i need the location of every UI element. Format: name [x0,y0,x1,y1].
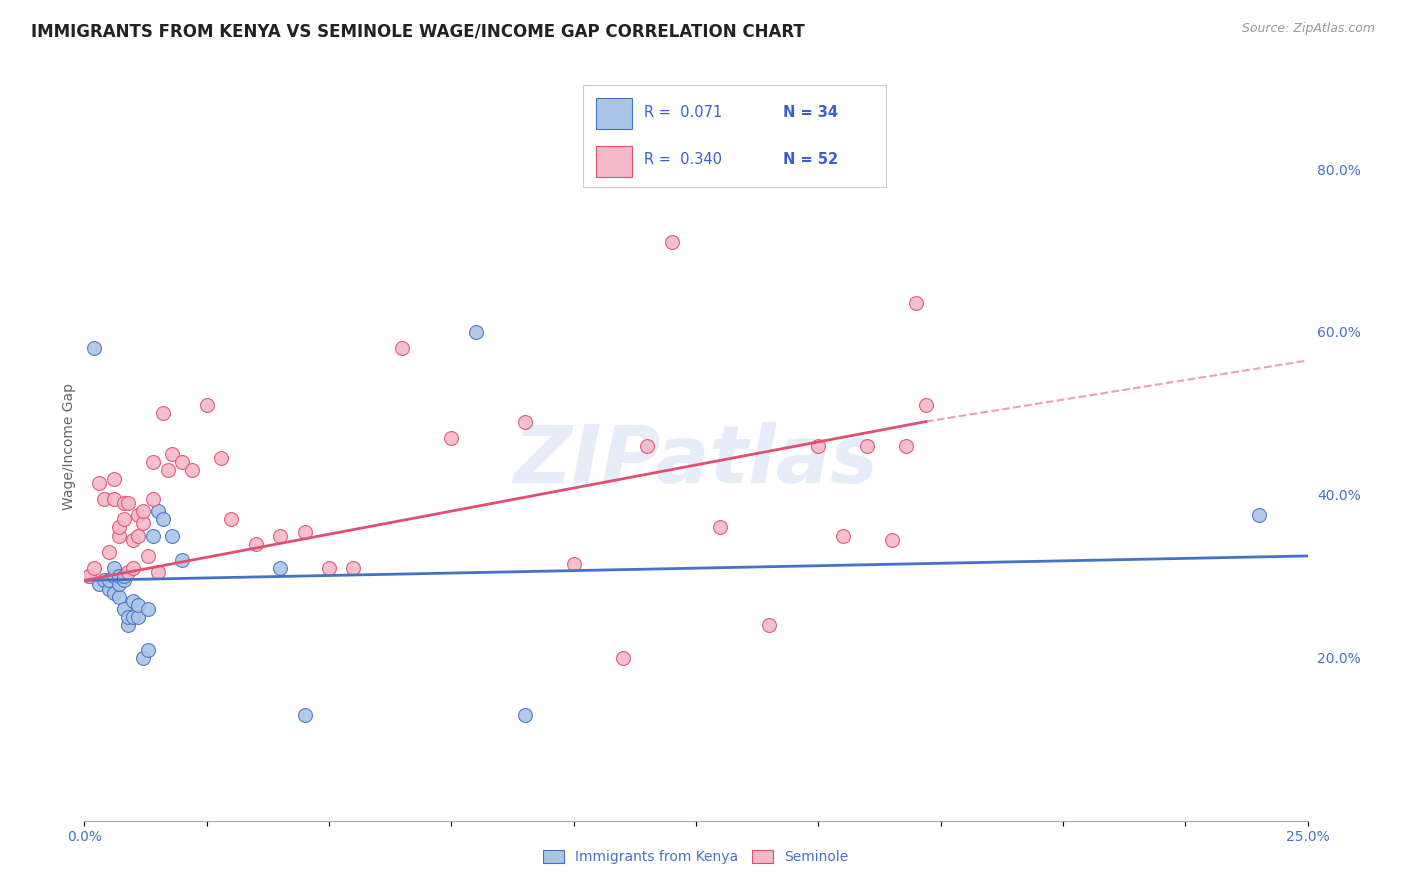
Point [807,439,830,453]
Point [97,574,120,588]
Point [136,549,159,563]
Point [117,566,139,580]
Point [122,561,145,575]
Point [97,545,120,559]
Point [709,520,731,534]
Point [181,463,204,477]
Point [146,566,169,580]
Point [896,439,918,453]
Point [107,520,129,534]
Point [127,528,149,542]
Point [156,463,179,477]
Point [269,528,291,542]
Point [391,341,413,355]
Point [142,491,165,506]
Point [146,504,169,518]
Point [132,516,155,531]
Point [87,577,110,591]
Point [93,574,115,588]
Point [112,602,135,616]
Point [152,512,174,526]
Point [294,707,316,722]
Point [77,569,100,583]
Point [97,582,120,596]
Point [162,447,184,461]
Point [294,524,316,539]
Text: IMMIGRANTS FROM KENYA VS SEMINOLE WAGE/INCOME GAP CORRELATION CHART: IMMIGRANTS FROM KENYA VS SEMINOLE WAGE/I… [31,22,804,40]
Point [513,707,536,722]
Point [122,533,145,547]
Point [1247,508,1270,523]
Point [661,235,683,250]
Point [127,508,149,523]
Point [142,455,165,469]
Point [117,496,139,510]
Point [103,561,125,575]
Text: ZIPatlas: ZIPatlas [513,422,879,500]
Point [83,561,105,575]
Point [440,431,463,445]
Point [83,341,105,355]
Text: N = 52: N = 52 [783,153,838,167]
Point [612,650,634,665]
Point [152,406,174,420]
Point [112,512,135,526]
Point [142,528,165,542]
Text: Source: ZipAtlas.com: Source: ZipAtlas.com [1241,22,1375,36]
Point [464,325,486,339]
Point [132,650,155,665]
Point [127,610,149,624]
Text: R =  0.340: R = 0.340 [644,153,721,167]
Point [122,610,145,624]
Point [880,533,903,547]
FancyBboxPatch shape [596,98,631,128]
Point [318,561,340,575]
Point [87,475,110,490]
Point [107,590,129,604]
Point [93,491,115,506]
Point [245,537,267,551]
Point [269,561,291,575]
Point [107,528,129,542]
Point [127,598,149,612]
Point [162,528,184,542]
Point [117,610,139,624]
Point [562,557,585,571]
Point [103,491,125,506]
Point [915,398,938,412]
Point [103,569,125,583]
Point [136,642,159,657]
Point [103,472,125,486]
Point [103,585,125,599]
Point [122,593,145,607]
Point [172,553,194,567]
Point [195,398,218,412]
Point [856,439,879,453]
Point [112,496,135,510]
Point [513,415,536,429]
Point [117,618,139,632]
Y-axis label: Wage/Income Gap: Wage/Income Gap [62,383,76,509]
Text: N = 34: N = 34 [783,105,838,120]
FancyBboxPatch shape [596,146,631,177]
Point [636,439,658,453]
Point [112,569,135,583]
Point [905,296,928,310]
Point [172,455,194,469]
Point [758,618,780,632]
Legend: Immigrants from Kenya, Seminole: Immigrants from Kenya, Seminole [538,845,853,870]
Point [107,569,129,583]
Text: R =  0.071: R = 0.071 [644,105,723,120]
Point [107,577,129,591]
Point [831,528,853,542]
Point [219,512,242,526]
Point [112,574,135,588]
Point [342,561,364,575]
Point [77,569,100,583]
Point [136,602,159,616]
Point [209,451,232,466]
Point [132,504,155,518]
